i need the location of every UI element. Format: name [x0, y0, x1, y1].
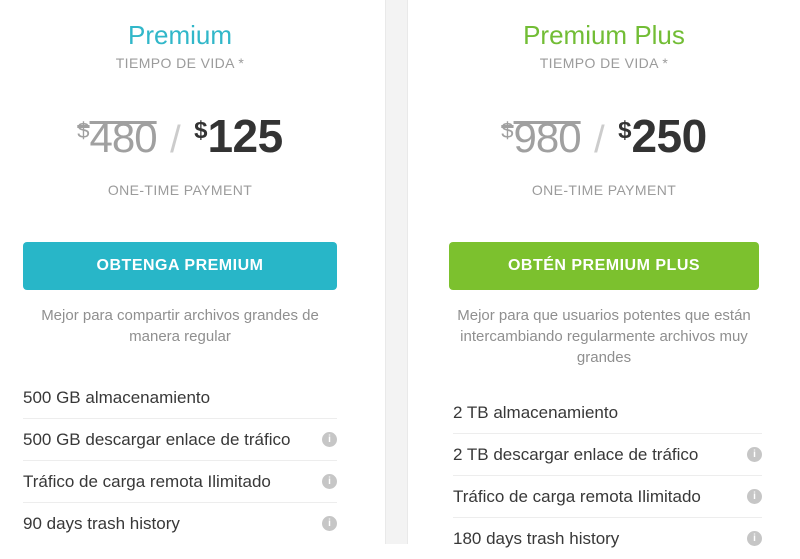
new-price-amount: 125	[207, 110, 283, 162]
new-price-currency: $	[194, 117, 208, 144]
old-price: $980	[501, 115, 581, 161]
price-separator: /	[170, 119, 181, 161]
old-price-amount: 480	[89, 114, 158, 161]
new-price-amount: 250	[631, 110, 707, 162]
plan-description: Mejor para que usuarios potentes que est…	[457, 307, 751, 366]
premium-card: Premium TIEMPO DE VIDA * $480 / $125 ONE…	[0, 0, 385, 544]
info-icon[interactable]: i	[747, 531, 762, 546]
feature-label: 500 GB descargar enlace de tráfico	[23, 430, 291, 449]
feature-list: 500 GB almacenamiento i 500 GB descargar…	[23, 377, 337, 544]
feature-label: Tráfico de carga remota Ilimitado	[23, 472, 271, 491]
old-price-currency: $	[501, 118, 514, 143]
price-separator: /	[594, 119, 605, 161]
new-price: $125	[194, 113, 283, 159]
plan-subtitle: TIEMPO DE VIDA *	[539, 55, 669, 71]
old-price-amount: 980	[513, 114, 582, 161]
plan-subtitle: TIEMPO DE VIDA *	[115, 55, 245, 71]
premium-plus-card: Premium Plus TIEMPO DE VIDA * $980 / $25…	[408, 0, 800, 548]
get-premium-plus-button[interactable]: OBTÉN PREMIUM PLUS	[449, 242, 759, 290]
card-divider	[385, 0, 408, 544]
feature-row: 180 days trash history i	[453, 518, 762, 559]
feature-row: Tráfico de carga remota Ilimitado i	[453, 476, 762, 518]
feature-label: Tráfico de carga remota Ilimitado	[453, 487, 701, 506]
new-price: $250	[618, 113, 707, 159]
old-price-currency: $	[77, 118, 90, 143]
feature-label: 90 days trash history	[23, 514, 180, 533]
plan-description: Mejor para compartir archivos grandes de…	[41, 307, 319, 345]
info-icon[interactable]: i	[747, 489, 762, 504]
feature-row: 90 days trash history i	[23, 503, 337, 544]
feature-label: 180 days trash history	[453, 529, 620, 548]
info-icon[interactable]: i	[322, 516, 337, 531]
old-price: $480	[77, 115, 157, 161]
plan-title: Premium Plus	[523, 20, 685, 50]
payment-note: ONE-TIME PAYMENT	[107, 182, 253, 198]
feature-row: 2 TB descargar enlace de tráfico i	[453, 434, 762, 476]
price-row: $980 / $250	[408, 108, 800, 171]
feature-list: 2 TB almacenamiento i 2 TB descargar enl…	[453, 392, 762, 559]
get-premium-button[interactable]: OBTENGA PREMIUM	[23, 242, 337, 290]
feature-row: 500 GB almacenamiento i	[23, 377, 337, 419]
feature-label: 2 TB descargar enlace de tráfico	[453, 445, 699, 464]
info-icon[interactable]: i	[322, 432, 337, 447]
feature-label: 2 TB almacenamiento	[453, 403, 619, 422]
feature-label: 500 GB almacenamiento	[23, 388, 211, 407]
price-row: $480 / $125	[0, 108, 360, 171]
info-icon[interactable]: i	[322, 474, 337, 489]
plan-title: Premium	[127, 20, 232, 50]
feature-row: Tráfico de carga remota Ilimitado i	[23, 461, 337, 503]
payment-note: ONE-TIME PAYMENT	[531, 182, 677, 198]
feature-row: 2 TB almacenamiento i	[453, 392, 762, 434]
new-price-currency: $	[618, 117, 632, 144]
feature-row: 500 GB descargar enlace de tráfico i	[23, 419, 337, 461]
info-icon[interactable]: i	[747, 447, 762, 462]
